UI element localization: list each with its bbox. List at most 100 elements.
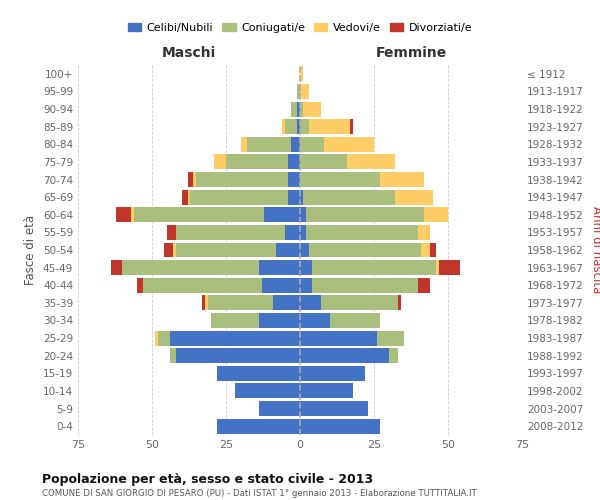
Bar	[300, 119, 309, 134]
Bar	[300, 137, 323, 152]
Bar	[303, 190, 395, 204]
Bar	[226, 154, 288, 170]
Bar	[323, 137, 374, 152]
Bar	[300, 208, 306, 222]
Bar	[173, 242, 176, 258]
Bar	[274, 296, 300, 310]
Bar	[164, 242, 173, 258]
Text: Popolazione per età, sesso e stato civile - 2013: Popolazione per età, sesso e stato civil…	[42, 472, 373, 486]
Bar	[208, 296, 274, 310]
Bar	[398, 296, 401, 310]
Bar	[306, 208, 424, 222]
Bar	[217, 418, 300, 434]
Bar	[300, 154, 347, 170]
Bar	[439, 260, 460, 275]
Bar	[306, 225, 418, 240]
Bar	[241, 137, 247, 152]
Bar	[247, 137, 291, 152]
Bar	[380, 172, 424, 187]
Bar	[291, 102, 297, 116]
Bar	[297, 119, 300, 134]
Bar	[205, 296, 208, 310]
Bar	[300, 401, 368, 416]
Bar	[329, 313, 380, 328]
Bar	[377, 330, 404, 345]
Bar	[259, 313, 300, 328]
Bar	[424, 208, 448, 222]
Bar	[176, 242, 277, 258]
Bar	[214, 154, 226, 170]
Bar	[309, 119, 350, 134]
Bar	[430, 242, 436, 258]
Bar	[300, 348, 389, 363]
Bar	[297, 102, 300, 116]
Bar	[277, 242, 300, 258]
Bar	[217, 366, 300, 381]
Text: Femmine: Femmine	[376, 46, 446, 60]
Bar	[300, 260, 312, 275]
Text: COMUNE DI SAN GIORGIO DI PESARO (PU) - Dati ISTAT 1° gennaio 2013 - Elaborazione: COMUNE DI SAN GIORGIO DI PESARO (PU) - D…	[42, 489, 477, 498]
Bar	[176, 225, 285, 240]
Y-axis label: Fasce di età: Fasce di età	[25, 215, 37, 285]
Bar	[167, 225, 176, 240]
Bar	[436, 260, 439, 275]
Bar	[288, 190, 300, 204]
Bar	[300, 296, 321, 310]
Bar	[182, 190, 188, 204]
Bar	[202, 296, 205, 310]
Bar	[190, 190, 288, 204]
Bar	[418, 278, 430, 292]
Bar	[265, 208, 300, 222]
Bar	[300, 66, 303, 82]
Bar	[312, 260, 436, 275]
Bar	[196, 172, 288, 187]
Bar	[259, 401, 300, 416]
Bar	[155, 330, 158, 345]
Bar	[389, 348, 398, 363]
Bar	[395, 190, 433, 204]
Bar	[282, 119, 285, 134]
Text: Maschi: Maschi	[162, 46, 216, 60]
Bar	[288, 154, 300, 170]
Bar	[421, 242, 430, 258]
Bar	[211, 313, 259, 328]
Bar	[137, 278, 143, 292]
Bar	[235, 384, 300, 398]
Bar	[176, 348, 300, 363]
Bar	[193, 172, 196, 187]
Bar	[300, 190, 303, 204]
Bar	[300, 172, 380, 187]
Bar	[309, 242, 421, 258]
Bar	[418, 225, 430, 240]
Bar	[291, 137, 300, 152]
Bar	[312, 278, 418, 292]
Bar	[321, 296, 398, 310]
Bar	[285, 225, 300, 240]
Bar	[300, 242, 309, 258]
Bar	[300, 384, 353, 398]
Bar	[143, 278, 262, 292]
Bar	[188, 190, 190, 204]
Bar	[300, 330, 377, 345]
Bar	[285, 119, 297, 134]
Bar	[158, 330, 170, 345]
Bar	[300, 313, 329, 328]
Bar	[300, 84, 309, 99]
Bar	[297, 84, 300, 99]
Bar	[300, 366, 365, 381]
Bar	[134, 208, 265, 222]
Bar	[110, 260, 122, 275]
Bar	[262, 278, 300, 292]
Bar	[188, 172, 193, 187]
Bar	[131, 208, 134, 222]
Bar	[300, 418, 380, 434]
Bar	[288, 172, 300, 187]
Bar	[300, 102, 303, 116]
Bar	[347, 154, 395, 170]
Bar	[259, 260, 300, 275]
Bar	[170, 330, 300, 345]
Bar	[122, 260, 259, 275]
Bar	[300, 225, 306, 240]
Y-axis label: Anni di nascita: Anni di nascita	[590, 206, 600, 294]
Bar	[350, 119, 353, 134]
